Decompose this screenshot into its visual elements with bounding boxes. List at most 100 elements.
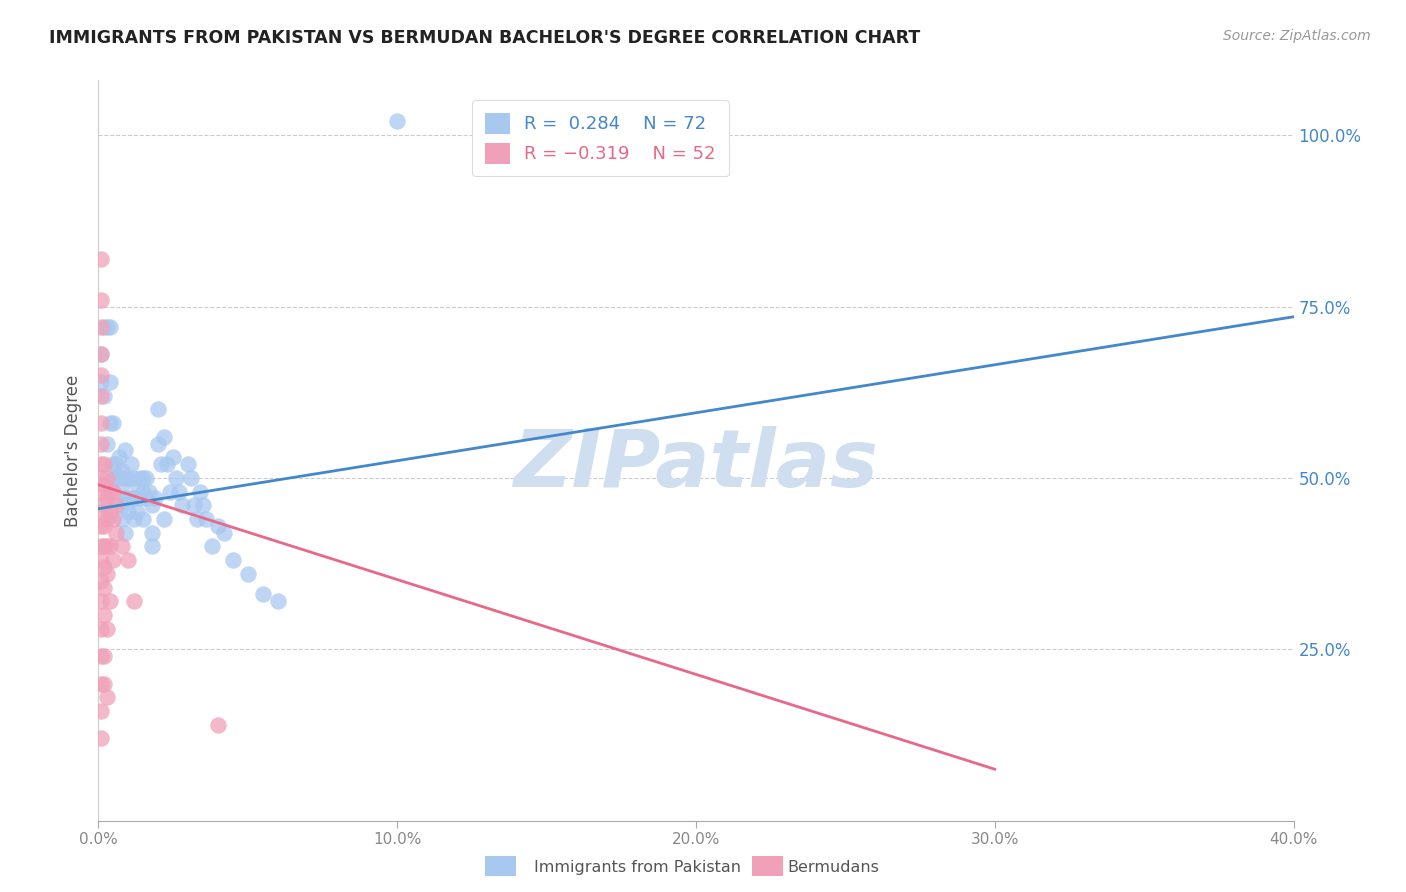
- Point: [111, 464, 134, 478]
- Point: [93, 607, 115, 622]
- Point: [90, 347, 112, 361]
- Point: [90, 622, 112, 636]
- Point: [90, 484, 112, 499]
- Point: [188, 484, 211, 499]
- Point: [90, 368, 112, 382]
- Point: [177, 457, 200, 471]
- Point: [93, 649, 115, 664]
- Point: [90, 293, 112, 307]
- Point: [127, 477, 149, 491]
- Text: ZIPatlas: ZIPatlas: [513, 426, 879, 504]
- Point: [156, 457, 179, 471]
- Point: [98, 320, 122, 334]
- Point: [201, 540, 224, 554]
- Point: [90, 471, 112, 485]
- Point: [90, 320, 112, 334]
- Point: [167, 484, 190, 499]
- Point: [172, 498, 194, 512]
- Point: [96, 540, 118, 554]
- Point: [117, 471, 139, 485]
- Point: [93, 676, 115, 690]
- Point: [108, 471, 131, 485]
- Point: [385, 114, 409, 128]
- Point: [90, 704, 112, 718]
- Point: [96, 491, 118, 506]
- Point: [183, 498, 205, 512]
- Point: [135, 471, 157, 485]
- Point: [120, 457, 142, 471]
- Point: [105, 457, 128, 471]
- Point: [132, 484, 155, 499]
- Point: [98, 484, 122, 499]
- Point: [90, 457, 112, 471]
- Point: [93, 457, 115, 471]
- Point: [98, 375, 122, 389]
- Point: [111, 498, 134, 512]
- Point: [90, 540, 112, 554]
- Point: [96, 690, 118, 705]
- Point: [103, 512, 125, 526]
- Point: [162, 450, 184, 465]
- Point: [96, 471, 118, 485]
- Point: [135, 491, 157, 506]
- Point: [222, 553, 245, 567]
- Point: [141, 540, 163, 554]
- Point: [114, 491, 136, 506]
- Point: [114, 525, 136, 540]
- Point: [90, 416, 112, 430]
- Point: [153, 512, 176, 526]
- Point: [207, 717, 229, 731]
- Point: [180, 471, 202, 485]
- Point: [212, 525, 235, 540]
- Point: [96, 436, 118, 450]
- Point: [90, 252, 112, 266]
- Point: [96, 566, 118, 581]
- Point: [103, 484, 125, 499]
- Text: Source: ZipAtlas.com: Source: ZipAtlas.com: [1223, 29, 1371, 43]
- Point: [141, 498, 163, 512]
- Point: [103, 457, 125, 471]
- Point: [103, 416, 125, 430]
- Point: [111, 512, 134, 526]
- Point: [93, 389, 115, 403]
- Point: [111, 477, 134, 491]
- Point: [98, 416, 122, 430]
- Point: [186, 512, 208, 526]
- Point: [103, 471, 125, 485]
- Point: [117, 553, 139, 567]
- Text: Immigrants from Pakistan: Immigrants from Pakistan: [534, 860, 741, 874]
- Point: [143, 491, 166, 506]
- Point: [90, 676, 112, 690]
- Point: [117, 491, 139, 506]
- Point: [93, 320, 115, 334]
- Point: [93, 581, 115, 595]
- Point: [124, 471, 146, 485]
- Point: [127, 505, 149, 519]
- Point: [90, 649, 112, 664]
- Point: [153, 430, 176, 444]
- Point: [93, 519, 115, 533]
- Point: [90, 519, 112, 533]
- Text: Bermudans: Bermudans: [787, 860, 879, 874]
- Point: [105, 525, 128, 540]
- Point: [150, 457, 173, 471]
- Point: [93, 560, 115, 574]
- Point: [105, 471, 128, 485]
- Point: [90, 553, 112, 567]
- Point: [103, 553, 125, 567]
- Point: [120, 491, 142, 506]
- Point: [90, 594, 112, 608]
- Point: [236, 566, 259, 581]
- Point: [159, 484, 181, 499]
- Point: [124, 491, 146, 506]
- Point: [108, 450, 131, 465]
- Point: [90, 731, 112, 746]
- Point: [90, 436, 112, 450]
- Point: [90, 347, 112, 361]
- Point: [114, 471, 136, 485]
- Point: [98, 594, 122, 608]
- Point: [105, 498, 128, 512]
- Point: [132, 471, 155, 485]
- Point: [141, 525, 163, 540]
- Point: [252, 587, 274, 601]
